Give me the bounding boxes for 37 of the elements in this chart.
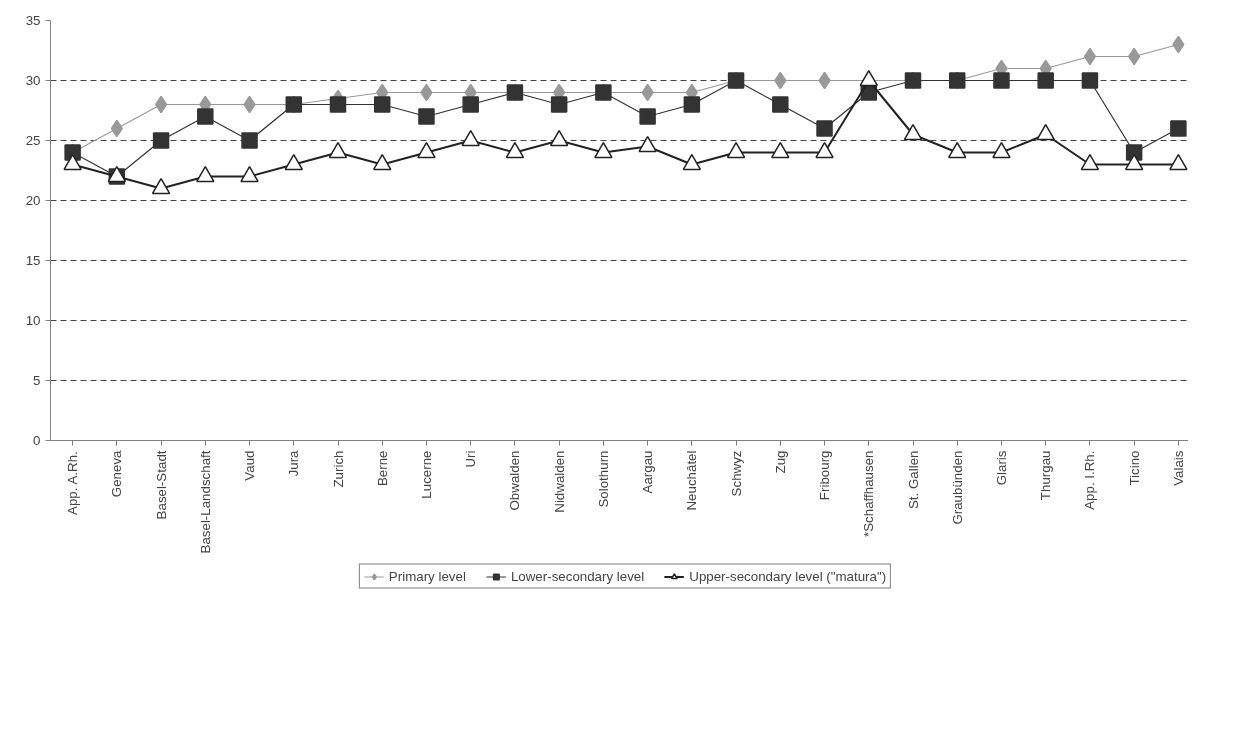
x-tick-label: Thurgau [1038, 450, 1054, 501]
x-tick-label: St. Gallen [905, 450, 921, 510]
y-tick-label: 5 [33, 373, 41, 388]
x-tick-label: Graubünden [949, 450, 965, 525]
x-tick-label: Schwyz [728, 450, 744, 497]
x-tick-label: Glaris [993, 450, 1009, 486]
x-tick-label: Berne [374, 450, 390, 487]
x-tick-label: Solothurn [595, 450, 611, 508]
legend-label: Upper-secondary level ("matura") [689, 568, 887, 584]
x-tick-label: Neuchâtel [684, 450, 700, 511]
x-tick-label: *Schaffhausen [861, 450, 877, 537]
x-tick-label: App. A.Rh. [65, 451, 81, 515]
x-tick-label: Vaud [242, 450, 258, 481]
y-tick-label: 30 [25, 73, 41, 88]
x-tick-label: Ticino [1126, 450, 1142, 486]
x-tick-label: Nidwalden [551, 450, 567, 513]
y-tick-label: 35 [25, 13, 41, 28]
x-tick-label: Uri [463, 450, 479, 468]
x-tick-label: Basel-Stadt [153, 450, 169, 520]
y-tick-label: 20 [25, 193, 41, 208]
x-tick-label: Valais [1170, 450, 1186, 486]
y-tick-label: 15 [25, 253, 41, 268]
legend-label: Primary level [388, 568, 466, 584]
x-tick-label: Zurich [330, 450, 346, 488]
x-tick-label: Fribourg [817, 450, 833, 501]
x-tick-label: Obwalden [507, 450, 523, 511]
y-tick-label: 25 [25, 133, 41, 148]
legend-label: Lower-secondary level [510, 568, 645, 584]
x-tick-label: Jura [286, 449, 302, 477]
x-tick-label: Zug [772, 450, 788, 474]
x-tick-label: Basel-Landschaft [197, 450, 213, 554]
y-tick-label: 0 [33, 433, 41, 448]
y-tick-label: 10 [25, 313, 41, 328]
x-tick-label: Geneva [109, 449, 125, 498]
x-tick-label: Aargau [640, 450, 656, 494]
x-tick-label: Lucerne [418, 450, 434, 499]
x-tick-label: App. I.Rh. [1082, 450, 1098, 510]
